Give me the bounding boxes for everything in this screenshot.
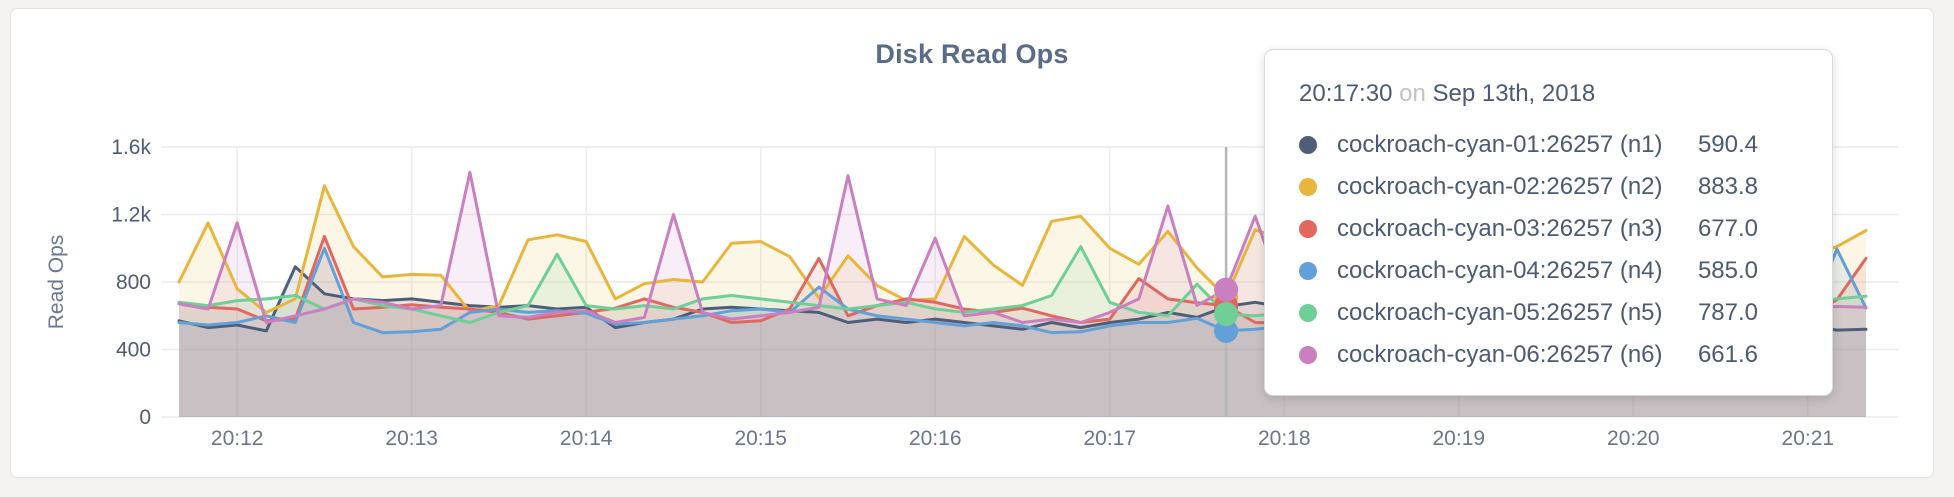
x-tick-20:13: 20:13 bbox=[385, 427, 438, 450]
tooltip-conjunction: on bbox=[1399, 80, 1426, 107]
tooltip-time: 20:17:30 bbox=[1299, 80, 1393, 107]
x-tick-20:17: 20:17 bbox=[1083, 427, 1136, 450]
series-label-n2: cockroach-cyan-02:26257 (n2) bbox=[1337, 173, 1663, 200]
tooltip-row-n1: cockroach-cyan-01:26257 (n1) 590.4 bbox=[1299, 124, 1798, 166]
x-tick-20:21: 20:21 bbox=[1782, 427, 1835, 450]
y-tick-800: 800 bbox=[116, 271, 151, 294]
series-color-dot-n1 bbox=[1299, 136, 1317, 154]
x-tick-20:18: 20:18 bbox=[1258, 427, 1311, 450]
tooltip-rows: cockroach-cyan-01:26257 (n1) 590.4 cockroa… bbox=[1299, 124, 1798, 376]
tooltip-row-n4: cockroach-cyan-04:26257 (n4) 585.0 bbox=[1299, 250, 1798, 292]
series-value-n4: 585.0 bbox=[1697, 257, 1758, 284]
tooltip-row-n5: cockroach-cyan-05:26257 (n5) 787.0 bbox=[1299, 292, 1798, 334]
y-tick-1.2k: 1.2k bbox=[111, 204, 151, 227]
x-tick-20:20: 20:20 bbox=[1607, 427, 1660, 450]
series-value-n1: 590.4 bbox=[1697, 131, 1758, 158]
series-color-dot-n2 bbox=[1299, 178, 1317, 196]
tooltip-row-n3: cockroach-cyan-03:26257 (n3) 677.0 bbox=[1299, 208, 1798, 250]
series-label-n3: cockroach-cyan-03:26257 (n3) bbox=[1337, 215, 1663, 242]
series-value-n5: 787.0 bbox=[1697, 299, 1758, 326]
chart-card: Disk Read Ops 0 400 800 1.2k 1.6k 20:12 20:13 2… bbox=[10, 8, 1934, 478]
x-tick-20:14: 20:14 bbox=[560, 427, 613, 450]
series-color-dot-n4 bbox=[1299, 262, 1317, 280]
series-label-n4: cockroach-cyan-04:26257 (n4) bbox=[1337, 257, 1663, 284]
tooltip-header: 20:17:30 on Sep 13th, 2018 bbox=[1299, 80, 1798, 108]
series-value-n3: 677.0 bbox=[1697, 215, 1758, 242]
series-label-n1: cockroach-cyan-01:26257 (n1) bbox=[1337, 131, 1663, 158]
series-color-dot-n5 bbox=[1299, 304, 1317, 322]
series-value-n6: 661.6 bbox=[1697, 341, 1758, 368]
series-label-n5: cockroach-cyan-05:26257 (n5) bbox=[1337, 299, 1663, 326]
tooltip-row-n6: cockroach-cyan-06:26257 (n6) 661.6 bbox=[1299, 334, 1798, 376]
tooltip-row-n2: cockroach-cyan-02:26257 (n2) 883.8 bbox=[1299, 166, 1798, 208]
x-tick-20:12: 20:12 bbox=[211, 427, 264, 450]
y-axis-label: Read Ops bbox=[45, 235, 68, 330]
y-tick-1.6k: 1.6k bbox=[111, 136, 151, 159]
series-color-dot-n6 bbox=[1299, 346, 1317, 364]
x-tick-20:16: 20:16 bbox=[909, 427, 962, 450]
hover-dot-n4 bbox=[1214, 318, 1239, 343]
chart-title: Disk Read Ops bbox=[875, 39, 1069, 69]
hover-tooltip: 20:17:30 on Sep 13th, 2018 cockroach-cya… bbox=[1264, 49, 1833, 396]
series-label-n6: cockroach-cyan-06:26257 (n6) bbox=[1337, 341, 1663, 368]
series-color-dot-n3 bbox=[1299, 220, 1317, 238]
hover-dot-n6 bbox=[1214, 277, 1239, 302]
y-tick-400: 400 bbox=[116, 339, 151, 362]
x-tick-20:15: 20:15 bbox=[734, 427, 787, 450]
hover-dot-n5 bbox=[1214, 302, 1239, 327]
y-tick-0: 0 bbox=[139, 406, 151, 429]
series-value-n2: 883.8 bbox=[1697, 173, 1758, 200]
x-tick-20:19: 20:19 bbox=[1433, 427, 1486, 450]
tooltip-date: Sep 13th, 2018 bbox=[1432, 80, 1596, 107]
